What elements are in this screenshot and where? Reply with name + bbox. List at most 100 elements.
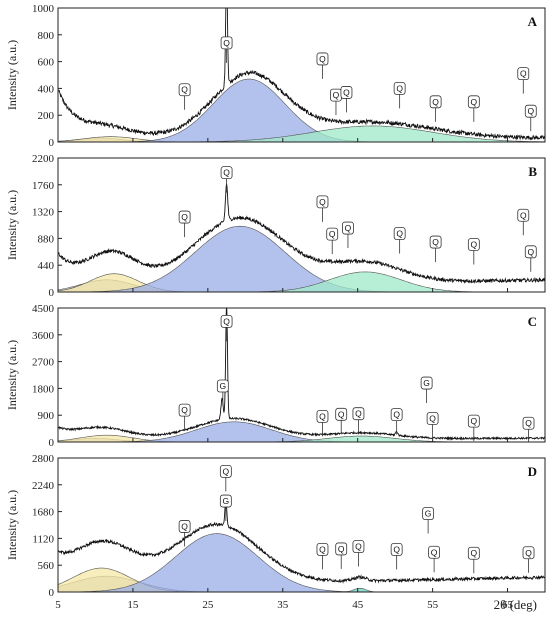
- x-axis-label: 2θ (deg): [494, 597, 537, 612]
- y-axis-label: Intensity (a.u.): [5, 490, 19, 560]
- diffractogram-trace-c: [58, 308, 545, 441]
- y-tick-label: 800: [38, 30, 55, 42]
- y-axis-label: Intensity (a.u.): [5, 40, 19, 110]
- plot-frame-b: [57, 157, 546, 293]
- y-tick-label: 560: [38, 560, 55, 572]
- component-peak-blue-b: [58, 225, 545, 292]
- component-peak-green-a: [58, 125, 545, 142]
- y-tick-label: 900: [38, 410, 55, 422]
- y-tick-label: 600: [38, 57, 55, 69]
- diffractogram-trace-d: [58, 498, 545, 584]
- peak-marker-box: [467, 95, 480, 109]
- component-peak-blue-d: [58, 533, 545, 592]
- peak-marker-box: [524, 104, 537, 118]
- peak-marker-q: Q: [181, 85, 188, 95]
- y-tick-label: 1000: [32, 3, 55, 15]
- peak-marker-box: [178, 403, 191, 417]
- x-tick-label: 25: [202, 599, 214, 611]
- peak-marker-q: Q: [319, 197, 326, 207]
- component-peak-yellow-a: [58, 136, 545, 142]
- peak-marker-box: [220, 166, 233, 180]
- peak-marker-box: [178, 210, 191, 224]
- peak-marker-q: Q: [343, 87, 350, 97]
- peak-marker-q: Q: [338, 544, 345, 554]
- peak-marker-q: Q: [319, 411, 326, 421]
- peak-marker-q: Q: [223, 316, 230, 326]
- peak-marker-box: [220, 314, 233, 328]
- peak-marker-box: [429, 235, 442, 249]
- peak-marker-q: Q: [393, 544, 400, 554]
- peak-marker-q: Q: [181, 212, 188, 222]
- peak-marker-box: [335, 542, 348, 556]
- panel-label-b: B: [528, 164, 537, 179]
- peak-marker-box: [220, 36, 233, 50]
- peak-marker-q: Q: [223, 466, 230, 476]
- x-tick-label: 35: [277, 599, 289, 611]
- peak-marker-q: Q: [471, 239, 478, 249]
- peak-marker-box: [340, 86, 353, 99]
- peak-marker-q: Q: [525, 418, 532, 428]
- peak-marker-box: [517, 67, 530, 81]
- x-tick-label: 5: [55, 599, 61, 611]
- component-peak-yellow-d: [58, 567, 545, 592]
- peak-marker-q: Q: [355, 542, 362, 552]
- peak-marker-g: G: [220, 381, 227, 391]
- peak-marker-box: [467, 414, 480, 428]
- component-peak-yellow-c: [58, 434, 545, 442]
- peak-marker-box: [352, 540, 365, 553]
- peak-marker-box: [335, 407, 348, 421]
- y-tick-label: 2200: [32, 153, 55, 165]
- peak-marker-q: Q: [345, 223, 352, 233]
- peak-marker-q: Q: [520, 210, 527, 220]
- x-tick-label: 45: [352, 599, 364, 611]
- diffractogram-trace-a: [58, 8, 545, 141]
- y-tick-label: 0: [49, 287, 55, 299]
- peak-marker-q: Q: [333, 90, 340, 100]
- peak-marker-box: [467, 238, 480, 251]
- y-tick-label: 1680: [32, 507, 55, 519]
- peak-marker-g: G: [425, 509, 432, 519]
- peak-marker-g: G: [223, 496, 230, 506]
- y-tick-label: 0: [49, 437, 55, 449]
- y-tick-label: 440: [38, 260, 55, 272]
- y-tick-label: 3600: [32, 330, 55, 342]
- y-tick-label: 400: [38, 83, 55, 95]
- peak-marker-q: Q: [431, 547, 438, 557]
- y-tick-label: 2240: [32, 480, 55, 492]
- y-tick-label: 4500: [32, 303, 55, 315]
- peak-marker-box: [467, 546, 480, 560]
- panel-label-c: C: [528, 314, 537, 329]
- peak-marker-q: Q: [319, 544, 326, 554]
- peak-marker-box: [316, 52, 329, 66]
- peak-marker-box: [178, 83, 191, 97]
- peak-marker-q: Q: [319, 54, 326, 64]
- y-tick-label: 1800: [32, 383, 55, 395]
- plot-frame-d: [57, 457, 546, 593]
- peak-marker-box: [390, 408, 403, 422]
- peak-marker-box: [524, 245, 537, 259]
- peak-marker-q: Q: [396, 229, 403, 239]
- y-axis-label: Intensity (a.u.): [5, 340, 19, 410]
- peak-marker-box: [219, 464, 232, 478]
- peak-marker-box: [393, 227, 406, 240]
- peak-marker-q: Q: [471, 97, 478, 107]
- peak-marker-g: G: [423, 378, 430, 388]
- plot-frame-c: [57, 307, 546, 443]
- plot-frame-a: [57, 7, 546, 143]
- peak-marker-box: [522, 546, 535, 560]
- peak-marker-q: Q: [396, 83, 403, 93]
- peak-marker-q: Q: [525, 548, 532, 558]
- y-tick-label: 1320: [32, 207, 55, 219]
- y-tick-label: 2800: [32, 453, 55, 465]
- diffractogram-trace-b: [58, 183, 545, 284]
- peak-marker-box: [216, 379, 229, 393]
- peak-marker-box: [420, 376, 433, 390]
- panel-label-a: A: [528, 14, 538, 29]
- y-tick-label: 880: [38, 233, 55, 245]
- peak-marker-box: [429, 95, 442, 109]
- x-tick-label: 15: [127, 599, 139, 611]
- peak-marker-box: [426, 412, 439, 425]
- peak-marker-box: [517, 208, 530, 222]
